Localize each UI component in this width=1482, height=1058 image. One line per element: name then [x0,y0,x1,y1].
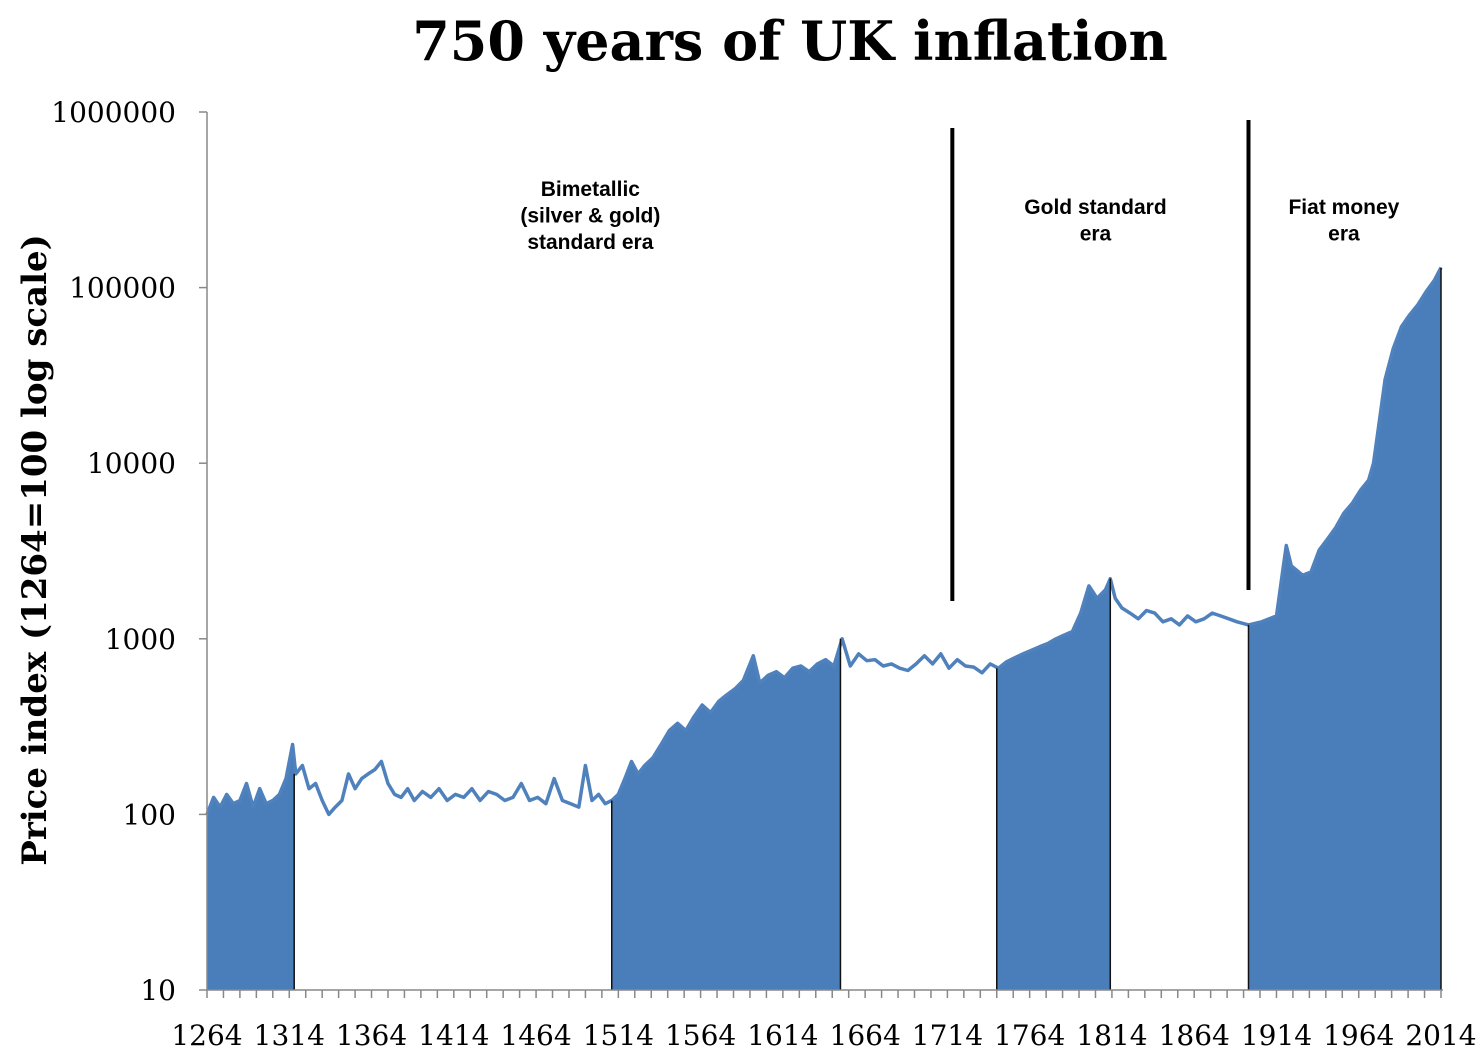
x-tick-label: 1564 [665,1019,736,1052]
x-tick-label: 1514 [583,1019,654,1052]
x-tick-label: 1264 [171,1019,242,1052]
x-tick-label: 1364 [336,1019,407,1052]
shaded-areas [205,266,1443,990]
y-tick-label: 100000 [69,272,176,305]
axes: 10 100 1000 10000 100000 1000000 1264 1314 1364 1… [51,96,1476,1052]
era-dividers [950,120,1251,601]
y-tick-label: 1000 [105,623,176,656]
era-annotation-line: (silver & gold) [520,205,660,228]
era-annotation-line: Bimetallic [541,178,641,201]
x-tick-label: 1414 [418,1019,489,1052]
x-tick-label: 1314 [254,1019,325,1052]
y-axis-label: Price index (1264=100 log scale) [15,234,55,865]
x-tick-label: 1964 [1323,1019,1394,1052]
era-annotation-line: era [1328,223,1360,246]
x-tick-label: 1814 [1076,1019,1147,1052]
y-tick-label: 10000 [87,447,176,480]
era-annotation-line: Fiat money [1288,196,1399,219]
y-tick-label: 1000000 [51,96,176,129]
x-tick-label: 1914 [1241,1019,1312,1052]
y-tick-label: 10 [140,974,176,1007]
shaded-area [207,267,1441,990]
era-annotation-line: standard era [527,231,653,254]
x-tick-label: 1464 [500,1019,571,1052]
x-tick-label: 1764 [994,1019,1065,1052]
annotations: Bimetallic (silver & gold) standard era Gol… [520,178,1399,254]
era-annotation-line: era [1080,223,1112,246]
y-tick-label: 100 [123,798,176,831]
x-tick-label: 2014 [1405,1019,1476,1052]
series-line [205,266,1443,817]
x-tick-label: 1664 [830,1019,901,1052]
x-tick-label: 1714 [912,1019,983,1052]
x-tick-label: 1614 [747,1019,818,1052]
chart-title: 750 years of UK inflation [412,9,1168,73]
era-annotation-line: Gold standard [1024,196,1166,219]
x-tick-label: 1864 [1159,1019,1230,1052]
